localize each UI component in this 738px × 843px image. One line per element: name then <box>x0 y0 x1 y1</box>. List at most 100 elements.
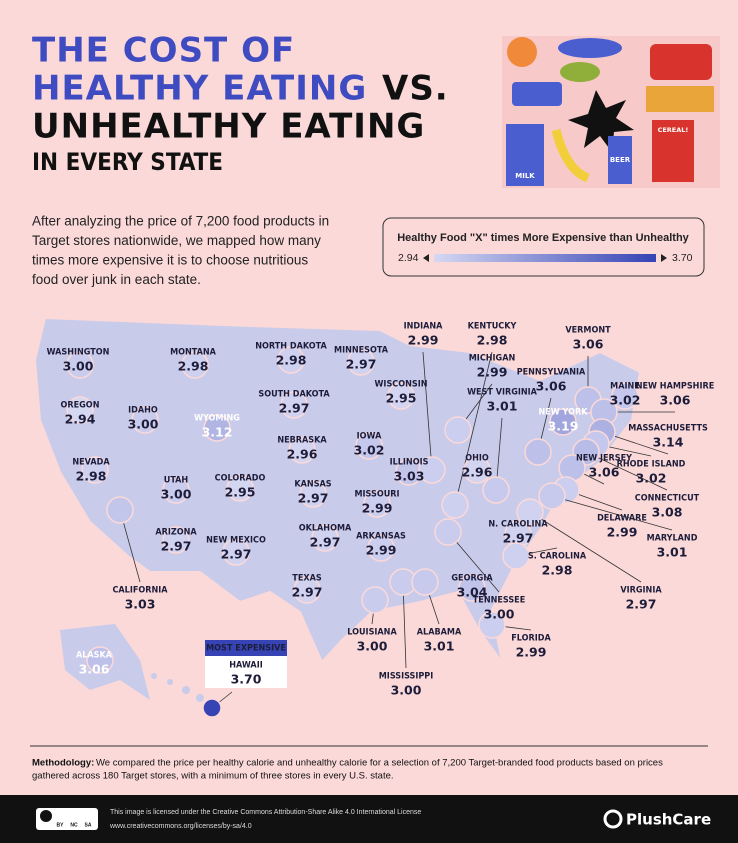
methodology-line: We compared the price per healthy calori… <box>96 758 663 769</box>
legend-max: 3.70 <box>672 252 693 264</box>
state-shape <box>524 438 552 466</box>
intro-line: Target stores nationwide, we mapped how … <box>32 233 321 248</box>
state-name: NEW MEXICO <box>206 536 266 546</box>
state-shape <box>288 436 316 464</box>
state-value: 2.97 <box>310 535 341 550</box>
state-name: IOWA <box>357 432 382 442</box>
state-shape <box>347 348 375 376</box>
legend-ramp <box>434 254 656 262</box>
us-outline <box>33 316 642 664</box>
state-name: ALASKA <box>76 651 113 661</box>
fries <box>646 86 714 112</box>
state-name: PENNSYLVANIA <box>517 368 586 378</box>
state-name: WISCONSIN <box>375 380 428 390</box>
state-value: 2.98 <box>178 359 209 374</box>
state-name: MISSISSIPPI <box>379 672 433 682</box>
title-line: THE COST OF <box>32 31 295 71</box>
state-name: ALABAMA <box>417 628 462 638</box>
state-name: MONTANA <box>170 348 217 358</box>
bacon <box>650 44 712 80</box>
state-shape <box>411 568 439 596</box>
illustration-label: BEER <box>610 156 631 164</box>
badge <box>205 640 287 656</box>
state-name: ARIZONA <box>155 528 197 538</box>
state-shape <box>363 490 391 518</box>
state-name: TEXAS <box>292 574 322 584</box>
state-name: OKLAHOMA <box>299 524 352 534</box>
state-name: FLORIDA <box>511 634 551 644</box>
state-shape <box>86 646 114 674</box>
state-shape <box>299 480 327 508</box>
leader-line <box>422 351 433 471</box>
footer-bg <box>0 795 738 843</box>
state-value: 2.95 <box>225 485 256 500</box>
state-value: 3.00 <box>161 487 192 502</box>
intro-line: After analyzing the price of 7,200 food … <box>32 214 329 229</box>
state-value: 2.96 <box>462 465 493 480</box>
state-value: 3.00 <box>357 639 388 654</box>
state-value: 2.99 <box>516 645 547 660</box>
legend-title: Healthy Food "X" times More Expensive th… <box>397 232 689 244</box>
state-value: 3.00 <box>391 683 422 698</box>
state-name: KANSAS <box>294 480 331 490</box>
state-name: KENTUCKY <box>468 322 517 332</box>
title-line: UNHEALTHY EATING <box>32 107 425 147</box>
avocado <box>560 62 600 82</box>
state-value: 3.01 <box>657 545 688 560</box>
state-value: 3.08 <box>652 505 683 520</box>
state-value: 2.95 <box>386 391 417 406</box>
state-name: HAWAII <box>229 661 262 671</box>
state-shape <box>277 346 305 374</box>
state-value: 3.03 <box>394 469 425 484</box>
state-name: CONNECTICUT <box>635 494 700 504</box>
state-shape <box>226 474 254 502</box>
brand-icon <box>603 809 623 829</box>
leader-line <box>402 581 407 669</box>
badge-text: MOST EXPENSIVE <box>206 644 286 654</box>
state-shape <box>66 396 94 424</box>
state-value: 3.02 <box>354 443 385 458</box>
subtitle: IN EVERY STATE <box>32 148 223 176</box>
state-shape <box>181 351 209 379</box>
illustration-label: MILK <box>515 172 535 180</box>
banana <box>551 128 590 183</box>
state-shape <box>482 476 510 504</box>
state-value: 3.14 <box>653 435 684 450</box>
state-shape <box>502 542 530 570</box>
state-value: 2.97 <box>221 547 252 562</box>
state-shape <box>162 526 190 554</box>
state-value: 2.97 <box>626 597 657 612</box>
state-name: MAINE <box>610 382 640 392</box>
state-shape <box>355 432 383 460</box>
state-name: NEBRASKA <box>277 436 327 446</box>
state-value: 3.06 <box>589 465 620 480</box>
state-value: 3.00 <box>484 607 515 622</box>
state-shape <box>549 408 577 436</box>
state-name: VERMONT <box>565 326 611 336</box>
state-name: INDIANA <box>404 322 444 332</box>
state-name: SOUTH DAKOTA <box>258 390 330 400</box>
state-name: IDAHO <box>128 406 158 416</box>
leader-line <box>551 495 673 531</box>
fish <box>558 38 622 58</box>
state-name: WYOMING <box>194 414 240 424</box>
state-value: 2.98 <box>76 469 107 484</box>
state-shape <box>611 382 639 410</box>
state-value: 2.99 <box>607 525 638 540</box>
illustration <box>502 36 720 188</box>
state-name: COLORADO <box>215 474 266 484</box>
state-value: 3.01 <box>424 639 455 654</box>
state-name: MARYLAND <box>647 534 698 544</box>
state-name: MICHIGAN <box>469 354 516 364</box>
state-value: 3.02 <box>636 471 667 486</box>
cc-icon <box>40 810 52 822</box>
methodology-label: Methodology: <box>32 758 94 769</box>
state-shape <box>516 498 544 526</box>
state-value: 2.97 <box>279 401 310 416</box>
state-name: MINNESOTA <box>334 346 389 356</box>
title-line: VS. <box>382 69 449 109</box>
state-shape <box>203 414 231 442</box>
state-shape <box>202 698 222 718</box>
cc-badge-text: NC <box>70 822 78 828</box>
